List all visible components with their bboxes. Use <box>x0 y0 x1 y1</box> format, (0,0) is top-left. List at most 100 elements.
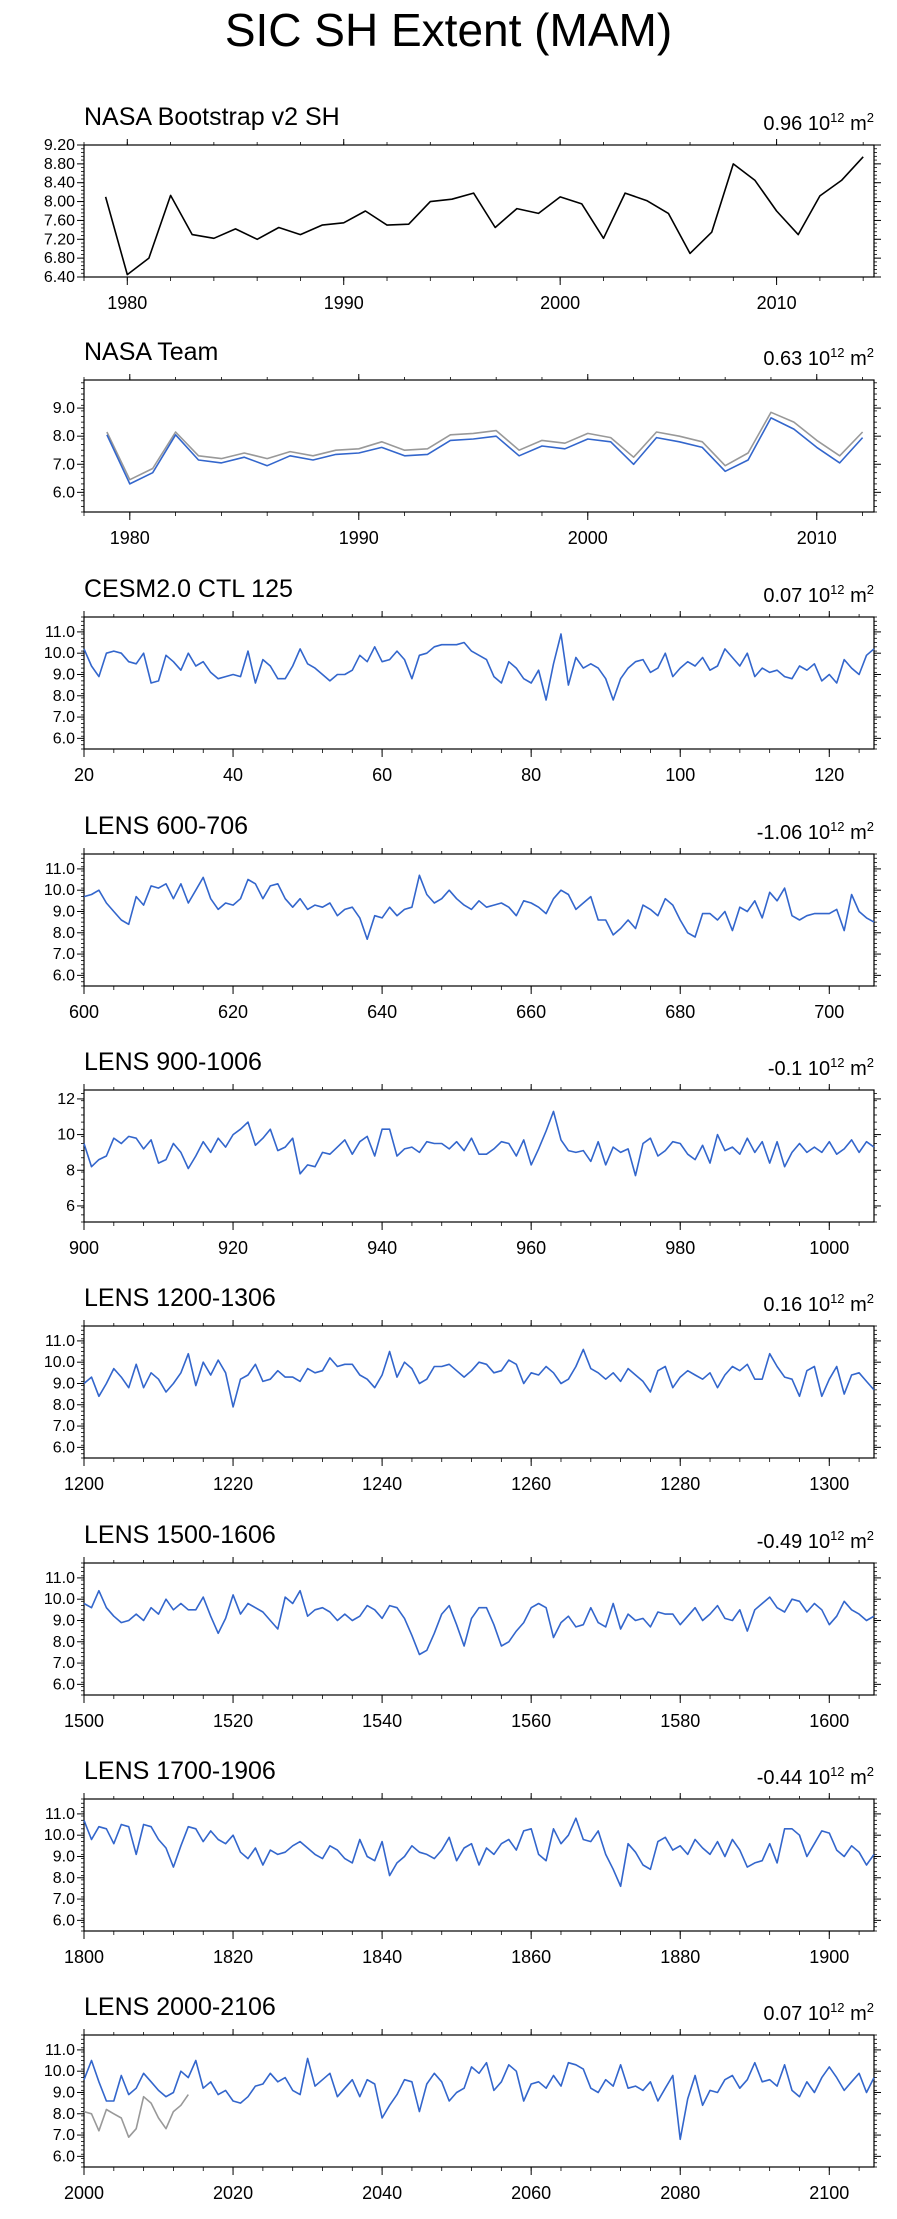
y-tick-label: 6.0 <box>53 484 75 501</box>
y-tick-label: 6.80 <box>44 250 75 267</box>
y-tick-label: 8.0 <box>53 2106 75 2123</box>
y-tick-label: 9.0 <box>53 903 75 920</box>
panel-title: LENS 600-706 <box>84 812 248 840</box>
panel-title: LENS 1700-1906 <box>84 1757 276 1785</box>
panel-trend-value: -0.44 1012 m2 <box>757 1764 874 1789</box>
x-tick-label: 1520 <box>213 1711 253 1731</box>
y-tick-label: 9.0 <box>53 2084 75 2101</box>
chart-panel-7: LENS 1500-1606 -0.49 1012 m2 6.0 7.0 8.0 9.0 1… <box>44 1521 881 1731</box>
plot-frame <box>83 1089 875 1223</box>
x-tick-label: 2000 <box>568 528 608 548</box>
panel-title: CESM2.0 CTL 125 <box>84 575 293 603</box>
y-tick-label: 7.0 <box>53 946 75 963</box>
x-tick-label: 1200 <box>64 1474 104 1494</box>
x-tick-label: 2060 <box>511 2183 551 2203</box>
plot-frame <box>83 853 875 987</box>
figure-title: SIC SH Extent (MAM) <box>224 4 673 56</box>
x-tick-label: 600 <box>69 1002 99 1022</box>
y-tick-label: 8 <box>66 1162 75 1179</box>
y-tick-label: 10.0 <box>44 1827 75 1844</box>
y-tick-label: 7.0 <box>53 1891 75 1908</box>
y-tick-label: 10.0 <box>44 2063 75 2080</box>
panel-trend-value: 0.07 1012 m2 <box>763 582 874 607</box>
panel-title: LENS 1200-1306 <box>84 1284 276 1312</box>
panel-trend-value: 0.07 1012 m2 <box>763 2000 874 2025</box>
x-tick-label: 1980 <box>107 293 147 313</box>
x-tick-label: 1580 <box>660 1711 700 1731</box>
y-tick-label: 7.0 <box>53 2127 75 2144</box>
x-tick-label: 20 <box>74 765 94 785</box>
y-tick-label: 8.0 <box>53 428 75 445</box>
y-tick-label: 9.0 <box>53 1375 75 1392</box>
x-tick-label: 2010 <box>797 528 837 548</box>
x-tick-label: 80 <box>521 765 541 785</box>
plot-frame <box>83 1325 875 1459</box>
x-tick-label: 1840 <box>362 1947 402 1967</box>
x-tick-label: 680 <box>665 1002 695 1022</box>
series-line <box>83 1817 875 1888</box>
x-tick-label: 2000 <box>540 293 580 313</box>
y-tick-label: 10 <box>57 1127 75 1144</box>
x-tick-label: 2020 <box>213 2183 253 2203</box>
panel-trend-value: -1.06 1012 m2 <box>757 819 874 844</box>
plot-frame <box>83 1562 875 1696</box>
x-tick-label: 2040 <box>362 2183 402 2203</box>
chart-panel-5: LENS 900-1006 -0.1 1012 m2 6 8 10 12 900 920 940… <box>57 1048 881 1258</box>
plot-frame <box>83 379 875 513</box>
x-tick-label: 1500 <box>64 1711 104 1731</box>
x-tick-label: 1900 <box>809 1947 849 1967</box>
y-tick-label: 6.0 <box>53 1912 75 1929</box>
y-tick-label: 7.20 <box>44 231 75 248</box>
y-tick-label: 7.0 <box>53 709 75 726</box>
series-line <box>83 633 875 701</box>
y-tick-label: 9.0 <box>53 666 75 683</box>
x-tick-label: 620 <box>218 1002 248 1022</box>
x-tick-label: 60 <box>372 765 392 785</box>
y-tick-label: 11.0 <box>45 1570 75 1587</box>
y-tick-label: 6.0 <box>53 2148 75 2165</box>
y-tick-label: 8.0 <box>53 688 75 705</box>
panel-title: LENS 1500-1606 <box>84 1521 276 1549</box>
chart-panel-6: LENS 1200-1306 0.16 1012 m2 6.0 7.0 8.0 9.0 10… <box>44 1284 881 1494</box>
y-tick-label: 8.0 <box>53 1634 75 1651</box>
y-tick-label: 8.0 <box>53 925 75 942</box>
series-line <box>83 874 875 941</box>
panel-trend-value: 0.96 1012 m2 <box>763 110 874 135</box>
y-tick-label: 11.0 <box>45 1333 75 1350</box>
plot-frame <box>83 2034 875 2168</box>
panel-trend-value: -0.49 1012 m2 <box>757 1528 874 1553</box>
y-tick-label: 8.00 <box>44 194 75 211</box>
x-tick-label: 2100 <box>809 2183 849 2203</box>
y-tick-label: 9.0 <box>53 400 75 417</box>
x-tick-label: 1800 <box>64 1947 104 1967</box>
x-tick-label: 980 <box>665 1238 695 1258</box>
y-tick-label: 6 <box>66 1198 75 1215</box>
y-tick-label: 10.0 <box>44 645 75 662</box>
y-tick-label: 8.40 <box>44 175 75 192</box>
x-tick-label: 920 <box>218 1238 248 1258</box>
series-line <box>83 1348 875 1408</box>
y-tick-label: 7.0 <box>53 456 75 473</box>
y-tick-label: 9.20 <box>44 137 75 154</box>
x-tick-label: 1990 <box>339 528 379 548</box>
y-tick-label: 11.0 <box>45 861 75 878</box>
y-tick-label: 6.40 <box>44 269 75 286</box>
x-tick-label: 640 <box>367 1002 397 1022</box>
y-tick-label: 11.0 <box>45 2042 75 2059</box>
panel-title: LENS 900-1006 <box>84 1048 262 1076</box>
x-tick-label: 700 <box>814 1002 844 1022</box>
panel-title: NASA Team <box>84 338 218 366</box>
chart-panel-1: NASA Bootstrap v2 SH 0.96 1012 m2 6.40 6.80… <box>44 103 881 313</box>
x-tick-label: 1820 <box>213 1947 253 1967</box>
x-tick-label: 1860 <box>511 1947 551 1967</box>
x-tick-label: 1300 <box>809 1474 849 1494</box>
x-tick-label: 2000 <box>64 2183 104 2203</box>
series-line <box>83 1589 875 1656</box>
x-tick-label: 1980 <box>110 528 150 548</box>
series-line <box>104 156 864 276</box>
x-tick-label: 940 <box>367 1238 397 1258</box>
series-line <box>83 1110 875 1177</box>
y-tick-label: 12 <box>57 1091 75 1108</box>
y-tick-label: 11.0 <box>45 624 75 641</box>
